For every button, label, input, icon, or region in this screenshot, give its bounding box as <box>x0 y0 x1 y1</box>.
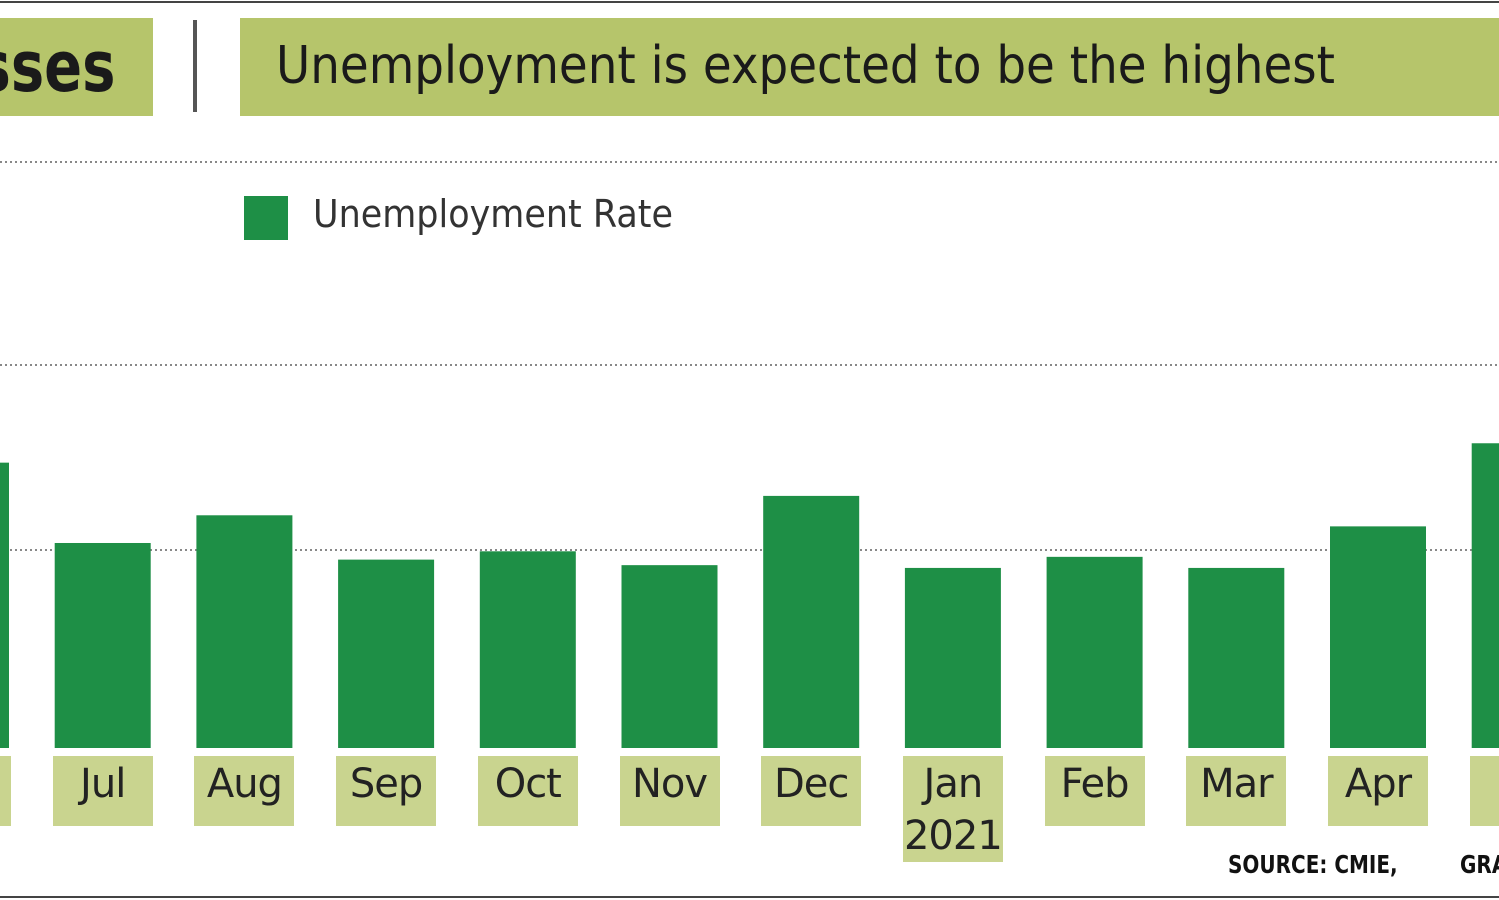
bar <box>1471 443 1499 748</box>
x-tick-label: Aug <box>194 756 295 826</box>
title-box <box>240 18 1499 116</box>
bars <box>0 443 1499 748</box>
bar <box>1188 567 1285 748</box>
bar <box>338 559 435 748</box>
x-tick-label: Sep <box>336 756 437 826</box>
bar <box>621 565 718 748</box>
title-box <box>0 18 153 116</box>
x-tick-label: Jan 2021 <box>902 756 1003 862</box>
left-title: sses <box>0 26 116 108</box>
x-tick-label: Jul <box>52 756 153 826</box>
x-tick-label: Mar <box>1186 756 1287 826</box>
x-tick-label: Dec <box>761 756 862 826</box>
legend-label: Unemployment Rate <box>313 192 674 236</box>
bar <box>763 495 860 748</box>
x-tick-label: M <box>1469 756 1499 826</box>
bar <box>196 515 293 748</box>
credit: GRA <box>1460 850 1499 879</box>
x-tick-label: Feb <box>1044 756 1145 826</box>
x-tick-label: Apr <box>1328 756 1428 826</box>
right-title: Unemployment is expected to be the highe… <box>276 36 1335 96</box>
bar <box>54 542 151 748</box>
x-tick-label <box>0 756 11 826</box>
bar <box>904 567 1001 748</box>
bar <box>479 551 576 748</box>
bar <box>1046 556 1143 748</box>
x-tick-label: Nov <box>619 756 720 826</box>
source: SOURCE: CMIE, <box>1228 850 1398 879</box>
bar <box>0 462 9 748</box>
x-tick-label: Oct <box>477 756 578 826</box>
legend-swatch <box>244 196 288 240</box>
bar <box>1330 526 1426 748</box>
